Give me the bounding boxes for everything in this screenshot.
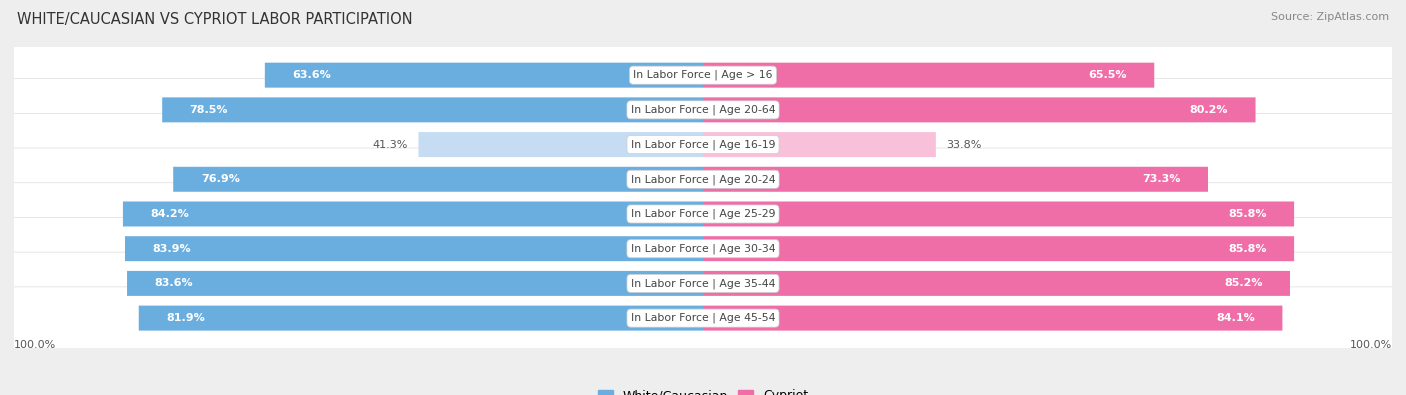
FancyBboxPatch shape xyxy=(264,63,703,88)
FancyBboxPatch shape xyxy=(173,167,703,192)
Legend: White/Caucasian, Cypriot: White/Caucasian, Cypriot xyxy=(593,384,813,395)
FancyBboxPatch shape xyxy=(11,218,1395,280)
Text: In Labor Force | Age > 16: In Labor Force | Age > 16 xyxy=(633,70,773,81)
Text: 84.2%: 84.2% xyxy=(150,209,190,219)
FancyBboxPatch shape xyxy=(11,252,1395,315)
Text: In Labor Force | Age 35-44: In Labor Force | Age 35-44 xyxy=(631,278,775,289)
Text: WHITE/CAUCASIAN VS CYPRIOT LABOR PARTICIPATION: WHITE/CAUCASIAN VS CYPRIOT LABOR PARTICI… xyxy=(17,12,412,27)
Text: In Labor Force | Age 45-54: In Labor Force | Age 45-54 xyxy=(631,313,775,324)
FancyBboxPatch shape xyxy=(11,287,1395,349)
Text: 63.6%: 63.6% xyxy=(292,70,332,80)
Text: 78.5%: 78.5% xyxy=(190,105,228,115)
Text: In Labor Force | Age 20-64: In Labor Force | Age 20-64 xyxy=(631,105,775,115)
FancyBboxPatch shape xyxy=(122,201,703,226)
Text: In Labor Force | Age 20-24: In Labor Force | Age 20-24 xyxy=(631,174,775,184)
Text: 76.9%: 76.9% xyxy=(201,174,239,184)
FancyBboxPatch shape xyxy=(162,98,703,122)
Text: In Labor Force | Age 30-34: In Labor Force | Age 30-34 xyxy=(631,243,775,254)
Text: 33.8%: 33.8% xyxy=(946,139,981,150)
Text: Source: ZipAtlas.com: Source: ZipAtlas.com xyxy=(1271,12,1389,22)
FancyBboxPatch shape xyxy=(11,113,1395,176)
Text: 85.8%: 85.8% xyxy=(1227,209,1267,219)
Text: 41.3%: 41.3% xyxy=(373,139,408,150)
FancyBboxPatch shape xyxy=(125,236,703,261)
Text: 100.0%: 100.0% xyxy=(1350,340,1392,350)
Text: 81.9%: 81.9% xyxy=(166,313,205,323)
Text: In Labor Force | Age 25-29: In Labor Force | Age 25-29 xyxy=(631,209,775,219)
FancyBboxPatch shape xyxy=(703,63,1154,88)
Text: 65.5%: 65.5% xyxy=(1088,70,1126,80)
Text: 100.0%: 100.0% xyxy=(14,340,56,350)
Text: 73.3%: 73.3% xyxy=(1142,174,1181,184)
FancyBboxPatch shape xyxy=(11,148,1395,211)
FancyBboxPatch shape xyxy=(419,132,703,157)
Text: In Labor Force | Age 16-19: In Labor Force | Age 16-19 xyxy=(631,139,775,150)
FancyBboxPatch shape xyxy=(11,44,1395,106)
Text: 85.2%: 85.2% xyxy=(1223,278,1263,288)
FancyBboxPatch shape xyxy=(703,201,1294,226)
FancyBboxPatch shape xyxy=(703,236,1294,261)
FancyBboxPatch shape xyxy=(11,183,1395,245)
FancyBboxPatch shape xyxy=(703,167,1208,192)
FancyBboxPatch shape xyxy=(703,98,1256,122)
FancyBboxPatch shape xyxy=(139,306,703,331)
FancyBboxPatch shape xyxy=(127,271,703,296)
Text: 83.6%: 83.6% xyxy=(155,278,193,288)
Text: 83.9%: 83.9% xyxy=(152,244,191,254)
FancyBboxPatch shape xyxy=(703,132,936,157)
Text: 84.1%: 84.1% xyxy=(1216,313,1254,323)
FancyBboxPatch shape xyxy=(703,306,1282,331)
Text: 80.2%: 80.2% xyxy=(1189,105,1227,115)
FancyBboxPatch shape xyxy=(703,271,1289,296)
Text: 85.8%: 85.8% xyxy=(1227,244,1267,254)
FancyBboxPatch shape xyxy=(11,79,1395,141)
